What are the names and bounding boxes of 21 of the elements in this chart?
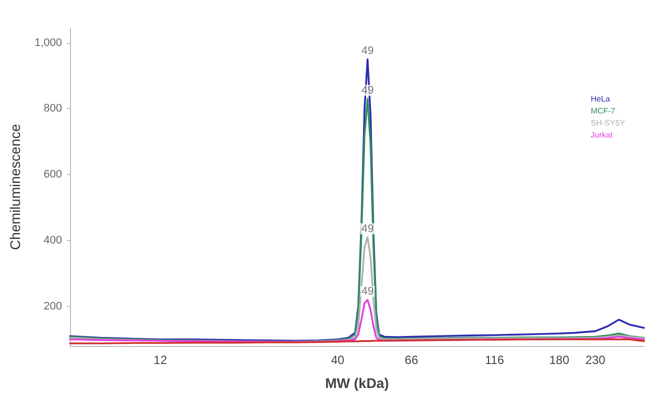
annotation: 49 — [361, 84, 374, 96]
text: SH-SY5Y — [590, 118, 626, 128]
x-tick-label: 12 — [154, 353, 168, 367]
y-tick-label: 800 — [44, 102, 62, 115]
annotation: 49 — [361, 222, 374, 235]
x-tick-label: 66 — [404, 353, 418, 367]
y-tick-label: 200 — [44, 300, 62, 312]
y-tick-label: 1,000 — [34, 36, 62, 49]
x-tick-label: 40 — [330, 353, 345, 367]
x-tick-label: 116 — [484, 353, 504, 367]
text: Jurkat — [590, 130, 614, 140]
y-axis-title: Chemiluminescence — [7, 124, 23, 250]
annotation: 49 — [361, 44, 374, 57]
y-tick-label: 600 — [44, 168, 62, 181]
text: MCF-7 — [590, 106, 616, 116]
x-tick-label: 230 — [585, 353, 606, 367]
annotation: 49 — [361, 285, 374, 298]
y-tick-label: 400 — [44, 234, 62, 247]
text: HeLa — [590, 94, 610, 104]
x-axis-title: MW (kDa) — [325, 375, 389, 391]
x-tick-label: 180 — [549, 353, 570, 367]
